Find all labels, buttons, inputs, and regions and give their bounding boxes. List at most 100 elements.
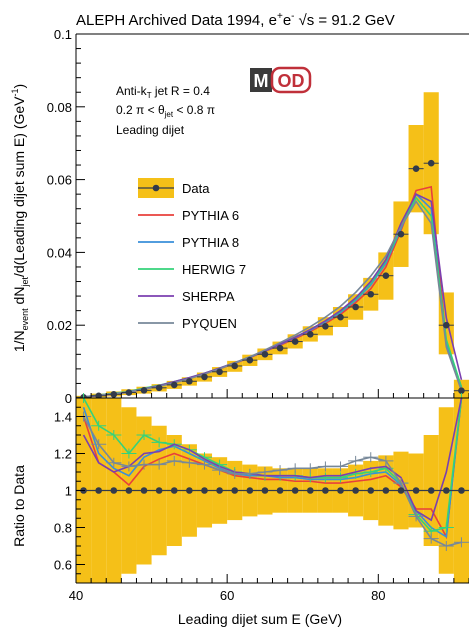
ratio-y-tick-label: 1.4 bbox=[54, 410, 72, 425]
data-point bbox=[382, 272, 390, 279]
data-point bbox=[427, 159, 435, 167]
ratio-data-point bbox=[443, 487, 450, 494]
data-point bbox=[170, 381, 178, 389]
top-uncertainty-band bbox=[76, 92, 469, 398]
title-sqrt: √s bbox=[299, 12, 315, 29]
ann1-b: jet R = 0.4 bbox=[152, 84, 211, 98]
legend: Data PYTHIA 6 PYTHIA 8 HERWIG 7 SHERPA PYQUEN bbox=[138, 178, 246, 331]
ratio-data-point bbox=[322, 487, 329, 494]
ratio-data-point bbox=[216, 487, 223, 494]
legend-label-pythia6: PYTHIA 6 bbox=[182, 208, 239, 223]
data-point bbox=[246, 356, 254, 364]
x-tick-label: 60 bbox=[220, 588, 234, 603]
x-tick-label: 40 bbox=[69, 588, 83, 603]
data-point bbox=[140, 387, 148, 394]
ratio-data-point bbox=[261, 487, 269, 494]
ratio-data-point bbox=[291, 487, 299, 494]
ann2-sub: jet bbox=[164, 110, 174, 119]
annotation-jet-algo: Anti-kT jet R = 0.4 bbox=[116, 84, 210, 100]
title-tail: = 91.2 GeV bbox=[314, 12, 394, 29]
data-point bbox=[110, 391, 118, 398]
top-y-axis-label: 1/Nevent dNjet/d(Leading dijet sum E) (G… bbox=[10, 84, 30, 352]
top-y-tick-label: 0.08 bbox=[47, 100, 72, 115]
ratio-y-tick-label: 0.8 bbox=[54, 521, 72, 536]
data-point bbox=[261, 351, 269, 358]
mod-logo-m-box bbox=[250, 68, 272, 92]
data-point bbox=[458, 387, 465, 395]
ylabel-sub1: event bbox=[20, 308, 30, 331]
ann1-sub: T bbox=[147, 91, 152, 100]
ratio-y-tick-label: 1 bbox=[65, 484, 72, 499]
ratio-data-point bbox=[427, 487, 435, 494]
title-e2: e bbox=[283, 12, 291, 29]
ratio-y-tick-label: 0.6 bbox=[54, 558, 72, 573]
ratio-data-point bbox=[170, 487, 178, 494]
ratio-axes: 0.6 0.8 1 1.2 1.4 40 60 80 bbox=[54, 397, 469, 603]
x-tick-label: 80 bbox=[371, 588, 385, 603]
ratio-data-point bbox=[412, 487, 420, 494]
ratio-data-point bbox=[337, 487, 344, 494]
ylabel-post: /d(Leading dijet sum E) (GeV bbox=[11, 96, 27, 277]
mod-logo-od-box bbox=[270, 66, 312, 94]
data-point bbox=[201, 373, 208, 381]
ratio-curve-sherpa bbox=[82, 397, 463, 522]
top-y-tick-label: 0.04 bbox=[47, 245, 72, 260]
data-point bbox=[367, 290, 375, 298]
ylabel-sup: -1 bbox=[10, 88, 20, 96]
legend-label-sherpa: SHERPA bbox=[182, 289, 235, 304]
legend-label-herwig7: HERWIG 7 bbox=[182, 262, 246, 277]
ratio-data-point bbox=[367, 487, 375, 494]
ratio-data-point bbox=[397, 487, 405, 494]
ratio-data-point bbox=[246, 487, 254, 494]
data-point bbox=[306, 331, 314, 338]
ratio-data-point bbox=[186, 487, 193, 494]
data-point bbox=[276, 344, 284, 352]
ratio-data-point bbox=[125, 487, 133, 494]
ratio-data-point bbox=[352, 487, 359, 494]
top-y-tick-label: 0.06 bbox=[47, 173, 72, 188]
ratio-data-point bbox=[110, 487, 118, 494]
ylabel-sub2: jet bbox=[20, 277, 30, 288]
data-point bbox=[322, 322, 329, 330]
legend-label-data: Data bbox=[182, 181, 210, 196]
data-point bbox=[291, 338, 299, 345]
title-main: ALEPH Archived Data 1994, e bbox=[76, 12, 277, 29]
ann1-a: Anti-k bbox=[116, 84, 148, 98]
annotation-theta-cut: 0.2 π < θjet < 0.8 π bbox=[116, 103, 215, 119]
data-point bbox=[397, 230, 405, 238]
legend-label-pythia8: PYTHIA 8 bbox=[182, 235, 239, 250]
legend-label-pyquen: PYQUEN bbox=[182, 316, 237, 331]
ratio-data-point bbox=[276, 487, 284, 494]
ratio-data-point bbox=[95, 487, 102, 494]
ratio-y-tick-label: 1.2 bbox=[54, 447, 72, 462]
top-y-tick-label: 0.02 bbox=[47, 318, 72, 333]
data-point bbox=[216, 368, 223, 376]
top-y-tick-label: 0.1 bbox=[54, 27, 72, 42]
ratio-data-point bbox=[231, 487, 239, 494]
top-model-curves bbox=[83, 185, 463, 398]
ratio-data-point bbox=[306, 487, 314, 494]
x-axis-label: Leading dijet sum E (GeV) bbox=[178, 611, 342, 627]
ylabel-pre: 1/N bbox=[11, 330, 27, 352]
ratio-data-point bbox=[140, 487, 148, 494]
ann2-a: 0.2 π < θ bbox=[116, 103, 165, 117]
ratio-data-point bbox=[201, 487, 208, 494]
legend-data-marker bbox=[152, 184, 160, 192]
annotation-selection: Leading dijet bbox=[116, 123, 185, 137]
title-sup: + bbox=[277, 11, 283, 22]
ann2-b: < 0.8 π bbox=[173, 103, 215, 117]
data-point bbox=[337, 313, 344, 321]
mod-logo: M OD bbox=[250, 66, 312, 94]
top-y-tick-label: 0 bbox=[65, 391, 72, 406]
data-point bbox=[352, 303, 359, 311]
top-data-points bbox=[76, 159, 469, 401]
ratio-data-point bbox=[155, 487, 163, 494]
ratio-y-axis-label: Ratio to Data bbox=[11, 465, 27, 547]
ylabel-end: ) bbox=[11, 84, 27, 89]
ratio-data-point bbox=[382, 487, 390, 494]
data-point bbox=[231, 362, 239, 370]
ratio-data-point bbox=[458, 487, 465, 494]
data-point bbox=[95, 392, 102, 400]
data-point bbox=[412, 165, 420, 172]
